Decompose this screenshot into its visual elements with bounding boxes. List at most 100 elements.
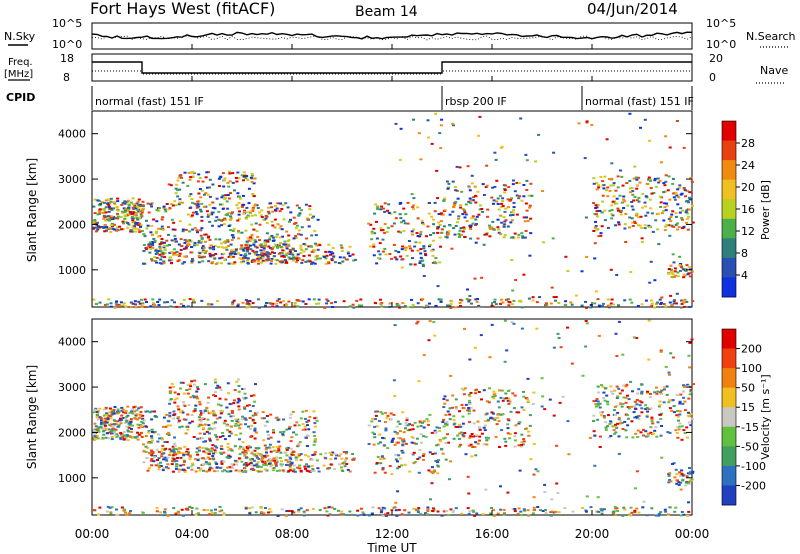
echo-cell <box>255 463 259 466</box>
echo-cell <box>475 434 478 437</box>
echo-cell <box>189 465 193 468</box>
echo-cell <box>667 218 671 220</box>
echo-cell <box>506 225 510 228</box>
echo-cell <box>371 506 375 509</box>
echo-cell <box>372 443 376 446</box>
colorbar-tick-label: 15 <box>741 401 755 414</box>
echo-cell <box>106 432 110 435</box>
echo-cell <box>149 459 153 462</box>
echo-cell <box>513 394 517 397</box>
echo-cell <box>119 417 122 420</box>
echo-cell <box>506 427 510 430</box>
echo-cell <box>254 240 258 243</box>
echo-cell <box>438 132 442 135</box>
echo-cell <box>198 423 202 426</box>
echo-cell <box>441 452 445 455</box>
echo-cell <box>286 239 290 242</box>
echo-cell <box>274 205 277 207</box>
echo-cell <box>144 435 148 437</box>
echo-cell <box>630 405 634 408</box>
echo-cell <box>106 419 110 422</box>
echo-cell <box>680 302 684 305</box>
echo-cell <box>523 236 527 239</box>
echo-cell <box>506 491 510 494</box>
echo-cell <box>650 418 654 421</box>
echo-cell <box>267 210 270 213</box>
echo-cell <box>659 350 663 353</box>
echo-cell <box>98 208 102 211</box>
echo-cell <box>270 220 274 223</box>
echo-cell <box>381 238 385 241</box>
echo-cell <box>654 514 658 517</box>
echo-cell <box>679 488 683 491</box>
echo-cell <box>209 411 213 414</box>
echo-cell <box>499 485 502 488</box>
echo-cell <box>544 302 548 305</box>
echo-cell <box>196 437 200 440</box>
echo-cell <box>249 210 253 213</box>
echo-cell <box>471 215 475 218</box>
echo-cell <box>325 298 329 301</box>
echo-cell <box>656 301 660 304</box>
echo-cell <box>675 292 679 295</box>
echo-cell <box>375 237 379 240</box>
echo-cell <box>475 388 479 391</box>
echo-cell <box>293 424 297 427</box>
echo-cell <box>243 417 247 420</box>
echo-cell <box>580 304 584 307</box>
echo-cell <box>115 300 119 303</box>
echo-cell <box>624 401 628 404</box>
echo-cell <box>394 217 398 220</box>
echo-cell <box>263 243 267 246</box>
echo-cell <box>463 327 466 330</box>
colorbar-swatch <box>722 348 736 369</box>
echo-cell <box>190 380 194 383</box>
echo-cell <box>284 243 288 246</box>
echo-cell <box>254 431 258 434</box>
echo-cell <box>682 384 686 387</box>
echo-cell <box>213 449 217 452</box>
echo-cell <box>390 257 394 260</box>
echo-cell <box>564 300 568 303</box>
echo-cell <box>181 181 185 184</box>
echo-cell <box>177 393 180 396</box>
echo-cell <box>301 410 305 413</box>
echo-cell <box>158 262 162 265</box>
echo-cell <box>300 261 304 264</box>
echo-cell <box>543 483 547 486</box>
echo-cell <box>603 175 607 178</box>
echo-cell <box>113 406 117 408</box>
echo-cell <box>305 469 309 472</box>
echo-cell <box>381 412 384 415</box>
echo-cell <box>676 275 680 278</box>
echo-cell <box>454 406 458 409</box>
echo-cell <box>595 188 599 191</box>
echo-cell <box>526 509 530 512</box>
echo-cell <box>262 454 266 457</box>
echo-cell <box>649 392 652 395</box>
echo-cell <box>150 257 153 260</box>
echo-cell <box>278 445 282 448</box>
echo-cell <box>686 436 689 439</box>
echo-cell <box>249 458 253 461</box>
echo-cell <box>224 194 228 197</box>
echo-cell <box>412 442 416 445</box>
echo-cell <box>102 217 106 220</box>
echo-cell <box>221 432 225 434</box>
echo-cell <box>402 246 406 249</box>
echo-cell <box>513 232 517 235</box>
echo-cell <box>657 512 661 515</box>
echo-cell <box>636 305 640 307</box>
echo-cell <box>175 463 179 466</box>
echo-cell <box>178 252 182 255</box>
echo-cell <box>653 177 657 180</box>
echo-cell <box>294 235 298 238</box>
echo-cell <box>687 481 691 484</box>
echo-cell <box>675 120 679 122</box>
echo-cell <box>220 461 224 464</box>
echo-cell <box>448 418 452 421</box>
echo-cell <box>381 514 385 517</box>
echo-cell <box>292 468 296 471</box>
echo-cell <box>122 417 126 419</box>
echo-cell <box>442 406 446 408</box>
